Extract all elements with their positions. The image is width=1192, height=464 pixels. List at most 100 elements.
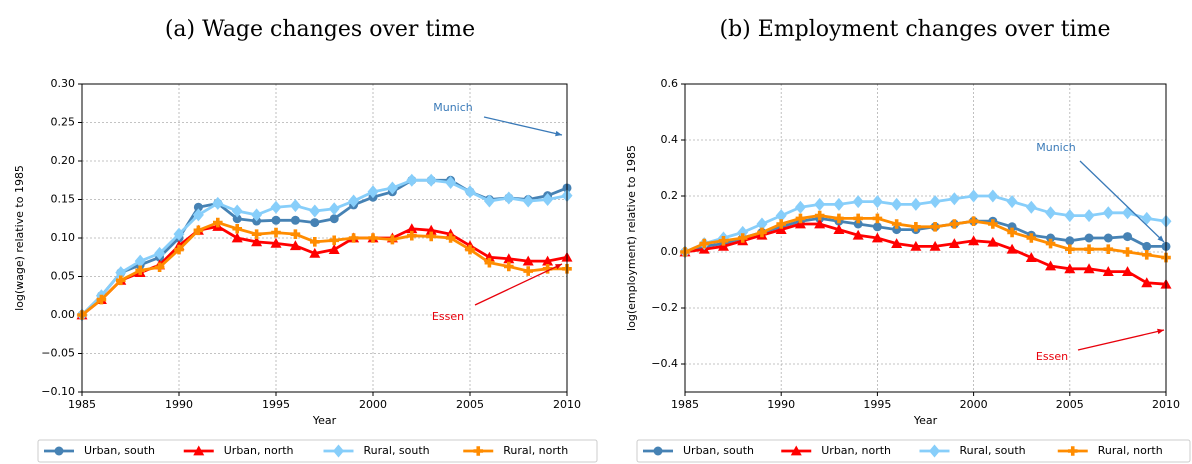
marker <box>115 266 127 280</box>
marker <box>251 208 263 222</box>
marker <box>473 446 484 456</box>
marker <box>328 202 340 216</box>
marker <box>718 236 729 246</box>
arrow-head <box>1157 328 1164 335</box>
marker <box>1084 244 1094 254</box>
marker <box>871 232 883 243</box>
y-tick-label: 0.4 <box>661 133 679 146</box>
marker <box>503 191 515 205</box>
marker <box>1045 238 1056 249</box>
y-tick-label: 0.30 <box>51 77 76 90</box>
marker <box>987 236 999 247</box>
marker <box>290 229 301 239</box>
legend-box <box>37 439 598 463</box>
marker <box>407 230 417 241</box>
marker <box>1045 260 1057 271</box>
x-tick-label: 1995 <box>262 398 290 411</box>
chart-title: (a) Wage changes over time <box>165 17 475 42</box>
marker <box>426 231 436 242</box>
marker <box>484 257 495 268</box>
y-axis-label: log(employment) relative to 1985 <box>625 145 638 331</box>
marker <box>872 213 883 224</box>
marker <box>96 294 107 305</box>
y-tick-label: −0.10 <box>41 385 75 398</box>
marker <box>289 199 301 213</box>
marker <box>174 244 184 255</box>
legend-label: Rural, north <box>503 444 568 457</box>
plot-frame <box>684 83 1167 393</box>
marker <box>775 209 787 223</box>
marker <box>968 216 979 226</box>
marker <box>737 225 749 239</box>
marker <box>445 176 457 190</box>
marker <box>213 217 223 228</box>
marker <box>1141 211 1153 225</box>
series-line <box>81 221 567 317</box>
legend-label: Rural, south <box>960 444 1026 457</box>
marker <box>948 192 960 206</box>
marker <box>776 219 786 229</box>
annotation: Essen <box>1036 350 1068 363</box>
x-tick-label: 1990 <box>165 398 193 411</box>
marker <box>289 240 301 251</box>
marker <box>386 181 398 195</box>
marker <box>1064 209 1076 223</box>
marker <box>1142 241 1152 251</box>
marker <box>717 240 729 251</box>
marker <box>1025 200 1037 214</box>
y-tick-label: −0.05 <box>41 347 75 360</box>
marker <box>653 446 663 456</box>
marker <box>154 262 165 273</box>
marker <box>930 222 940 232</box>
x-axis-label: Year <box>312 414 337 427</box>
marker <box>542 255 554 266</box>
x-tick-label: 1995 <box>863 398 891 411</box>
y-tick-label: 0.25 <box>51 116 76 129</box>
marker <box>814 218 826 229</box>
marker <box>406 173 418 187</box>
annotation-arrow <box>1077 329 1165 351</box>
marker <box>329 235 339 246</box>
marker <box>910 240 922 251</box>
annotation: Munich <box>1036 141 1076 154</box>
marker <box>1102 206 1114 220</box>
marker <box>892 225 902 235</box>
marker <box>309 204 321 218</box>
marker <box>833 197 845 211</box>
y-tick-label: 0.6 <box>661 77 679 90</box>
marker <box>309 247 321 258</box>
marker <box>1067 446 1078 456</box>
marker <box>1065 236 1075 246</box>
y-tick-label: 0.20 <box>51 154 76 167</box>
marker <box>425 173 437 187</box>
marker <box>833 224 845 234</box>
x-axis-label: Year <box>913 414 938 427</box>
marker <box>368 233 378 243</box>
arrow-head <box>1157 235 1164 242</box>
marker <box>775 224 787 234</box>
marker <box>425 224 437 235</box>
marker <box>929 240 941 251</box>
marker <box>834 213 844 224</box>
marker <box>1102 266 1114 276</box>
marker <box>853 219 863 229</box>
marker <box>173 227 185 241</box>
marker <box>988 219 998 229</box>
annotation: Munich <box>433 101 473 114</box>
marker <box>503 253 515 264</box>
marker <box>968 189 980 203</box>
annotation-arrow <box>483 116 563 136</box>
y-tick-label: −0.2 <box>651 301 678 314</box>
marker <box>348 194 360 208</box>
y-tick-label: −0.4 <box>651 357 678 370</box>
legend-label: Urban, north <box>224 444 294 457</box>
marker <box>464 185 476 199</box>
marker <box>134 254 146 268</box>
x-tick-label: 2005 <box>1056 398 1084 411</box>
marker <box>1025 252 1037 262</box>
marker <box>542 193 554 206</box>
legend-box <box>636 439 1191 463</box>
y-tick-label: 0.00 <box>51 308 76 321</box>
y-tick-label: 0.15 <box>51 193 76 206</box>
marker <box>1123 232 1133 242</box>
